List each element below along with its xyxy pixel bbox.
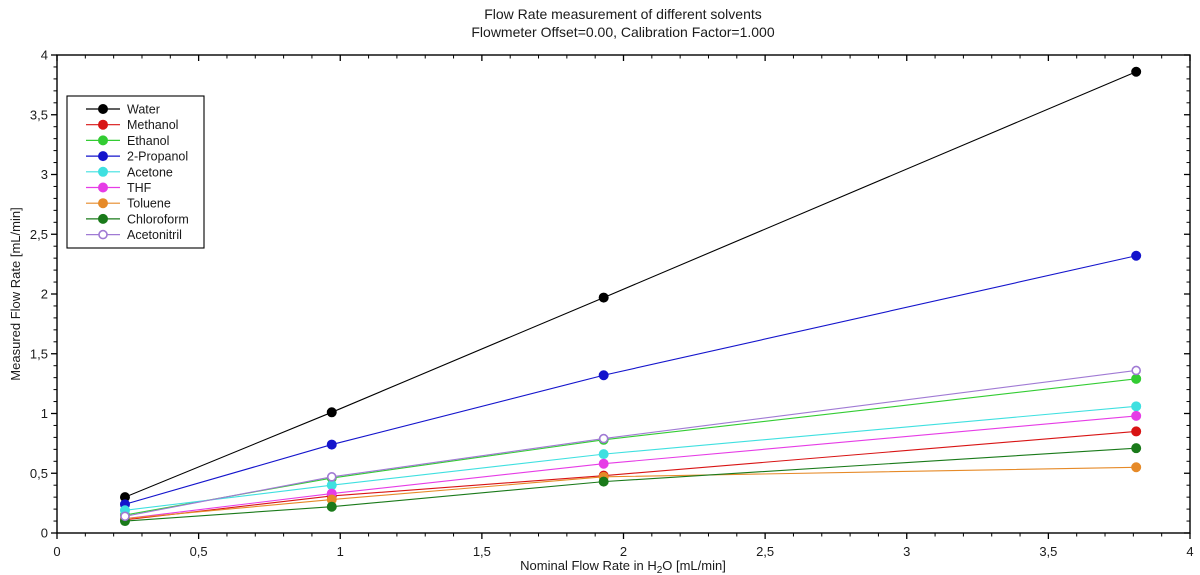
series-thf-line	[124, 415, 1137, 520]
series-acetone-point	[326, 480, 337, 491]
chart-subtitle: Flowmeter Offset=0.00, Calibration Facto…	[471, 24, 774, 40]
series-ethanol-point	[1131, 373, 1142, 384]
series-acetonitril-point	[1131, 365, 1141, 376]
series-ethanol-line	[124, 378, 1137, 516]
series-water-point	[1131, 66, 1142, 77]
series-chloroform-point	[598, 476, 609, 487]
series-acetonitril-point	[598, 433, 609, 444]
legend-item-chloroform: Chloroform	[86, 212, 189, 226]
x-axis-label: Nominal Flow Rate in H2O [mL/min]	[520, 558, 726, 575]
legend-item-water: Water	[86, 103, 160, 117]
legend-item-2-propanol: 2-Propanol	[86, 150, 188, 164]
series-water-point	[598, 292, 609, 303]
series-methanol-line	[124, 430, 1137, 521]
legend-marker-circle	[98, 119, 108, 130]
legend-marker-circle	[98, 151, 108, 162]
y-tick-label: 3	[41, 167, 48, 182]
series-acetonitril-point	[120, 511, 130, 522]
x-tick-label: 0	[53, 544, 60, 559]
series-acetone-point	[598, 449, 609, 460]
legend-label: Ethanol	[127, 134, 169, 148]
x-axis-label-sub: 2	[657, 565, 663, 575]
series-water-point	[326, 407, 337, 418]
series-thf-point	[598, 458, 609, 469]
x-tick-label: 4	[1186, 544, 1193, 559]
legend-label: THF	[127, 181, 152, 195]
x-axis-label-post: O [mL/min]	[662, 558, 726, 573]
legend-item-acetone: Acetone	[86, 165, 173, 179]
legend-label: Chloroform	[127, 212, 189, 226]
legend-marker-circle	[98, 198, 108, 209]
legend-marker-open-circle	[98, 229, 108, 240]
legend-item-methanol: Methanol	[86, 118, 178, 132]
series-toluene-point	[1131, 462, 1142, 473]
series-2-propanol-line	[124, 255, 1137, 505]
x-tick-label: 3	[903, 544, 910, 559]
y-tick-label: 4	[41, 48, 48, 63]
axes-frame	[56, 54, 1191, 534]
x-tick-label: 3,5	[1039, 544, 1057, 559]
legend-label: Acetonitril	[127, 228, 182, 242]
series-2-propanol-point	[326, 439, 337, 450]
y-axis-label: Measured Flow Rate [mL/min]	[8, 207, 23, 380]
series-water-line	[124, 71, 1137, 498]
plot-area	[119, 66, 1142, 527]
y-tick-label: 2	[41, 287, 48, 302]
x-tick-label: 1,5	[473, 544, 491, 559]
legend-marker-circle	[98, 104, 108, 114]
legend-label: Water	[127, 103, 160, 117]
series-2-propanol-point	[598, 370, 609, 381]
y-tick-label: 1,5	[30, 346, 48, 361]
legend-item-ethanol: Ethanol	[86, 134, 169, 148]
legend-marker-circle	[98, 166, 108, 177]
series-acetonitril-point	[326, 472, 337, 482]
legend-label: Methanol	[127, 118, 178, 132]
series-methanol-point	[1131, 426, 1142, 437]
x-tick-label: 1	[337, 544, 344, 559]
series-2-propanol-point	[1131, 250, 1142, 261]
y-tick-label: 3,5	[30, 107, 48, 122]
chart-title: Flow Rate measurement of different solve…	[484, 6, 762, 22]
legend-label: Toluene	[127, 197, 171, 211]
y-tick-label: 0,5	[30, 466, 48, 481]
series-acetone-point	[1131, 401, 1142, 412]
series-toluene-line	[124, 466, 1137, 520]
series-chloroform-point	[1131, 443, 1142, 454]
x-tick-label: 0,5	[190, 544, 208, 559]
legend-item-toluene: Toluene	[86, 197, 171, 211]
y-tick-label: 1	[41, 406, 48, 421]
series-acetone-line	[124, 405, 1137, 511]
series-chloroform-point	[326, 501, 337, 512]
legend-marker-circle	[98, 213, 108, 224]
legend-label: Acetone	[127, 165, 173, 179]
x-tick-label: 2,5	[756, 544, 774, 559]
legend-marker-circle	[98, 182, 108, 193]
x-axis-label-pre: Nominal Flow Rate in H	[520, 558, 657, 573]
y-tick-label: 2,5	[30, 227, 48, 242]
legend-item-acetonitril: Acetonitril	[86, 228, 182, 242]
plot-frame	[56, 54, 1191, 534]
x-tick-label: 2	[620, 544, 627, 559]
legend-marker-circle	[98, 135, 108, 146]
series-acetonitril-line	[124, 369, 1137, 517]
legend-item-thf: THF	[86, 181, 152, 195]
series-thf-point	[1131, 410, 1142, 421]
legend-label: 2-Propanol	[127, 150, 188, 164]
series-chloroform-line	[124, 447, 1137, 522]
y-tick-label: 0	[41, 526, 48, 541]
